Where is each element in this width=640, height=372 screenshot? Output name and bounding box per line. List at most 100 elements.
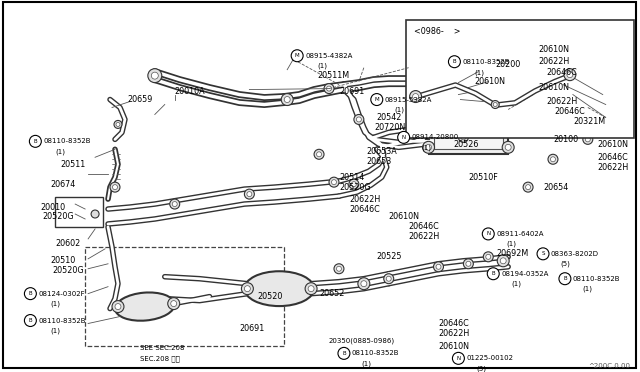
Circle shape — [559, 273, 571, 285]
Circle shape — [436, 264, 441, 269]
Text: (1): (1) — [395, 106, 404, 113]
Circle shape — [314, 149, 324, 159]
Text: 20646C: 20646C — [438, 319, 469, 328]
Text: 20691: 20691 — [339, 87, 364, 96]
Circle shape — [433, 262, 444, 272]
Text: 08915-4382A: 08915-4382A — [305, 53, 353, 59]
Text: N: N — [486, 231, 490, 237]
Circle shape — [356, 117, 362, 122]
Circle shape — [354, 115, 364, 124]
Circle shape — [502, 76, 514, 87]
Text: 20200: 20200 — [495, 60, 520, 70]
Text: S: S — [541, 251, 545, 256]
Text: 20646C: 20646C — [554, 107, 585, 116]
Text: B: B — [452, 59, 456, 64]
Text: B: B — [29, 318, 32, 323]
Circle shape — [371, 94, 383, 106]
Text: (5): (5) — [560, 260, 570, 267]
Circle shape — [422, 76, 435, 87]
Circle shape — [351, 182, 356, 187]
Text: 20100: 20100 — [553, 135, 578, 144]
Circle shape — [386, 276, 391, 281]
Text: 08110-8352B: 08110-8352B — [462, 59, 510, 65]
Circle shape — [247, 192, 252, 196]
Circle shape — [413, 128, 424, 137]
Text: 20622H: 20622H — [408, 232, 440, 241]
Circle shape — [305, 283, 317, 295]
Text: B: B — [563, 276, 567, 281]
Circle shape — [458, 132, 468, 142]
Text: 20691: 20691 — [239, 324, 265, 333]
Ellipse shape — [115, 292, 175, 321]
Text: 08110-8352B: 08110-8352B — [573, 276, 620, 282]
Circle shape — [172, 202, 177, 206]
Text: (1): (1) — [51, 327, 60, 334]
Text: 20646C: 20646C — [598, 153, 628, 162]
Circle shape — [410, 90, 422, 103]
Circle shape — [337, 266, 342, 271]
Text: 20510F: 20510F — [468, 173, 498, 182]
Text: M: M — [374, 97, 379, 102]
Text: 20520: 20520 — [257, 292, 283, 301]
Text: 08363-8202D: 08363-8202D — [551, 251, 599, 257]
Circle shape — [110, 182, 120, 192]
Circle shape — [170, 199, 180, 209]
Text: 20653: 20653 — [367, 157, 392, 166]
Text: 20659: 20659 — [127, 95, 152, 104]
Text: 08915-5382A: 08915-5382A — [385, 97, 432, 103]
Circle shape — [361, 281, 367, 287]
Circle shape — [604, 97, 608, 102]
Circle shape — [112, 301, 124, 312]
Text: 01225-00102: 01225-00102 — [467, 355, 513, 361]
Circle shape — [281, 94, 293, 106]
Circle shape — [537, 248, 549, 260]
Circle shape — [493, 103, 497, 106]
Text: 20652: 20652 — [319, 289, 344, 298]
Circle shape — [326, 86, 332, 91]
Text: B: B — [492, 271, 495, 276]
Circle shape — [148, 69, 162, 83]
Text: 20350(0885-0986): 20350(0885-0986) — [329, 337, 395, 344]
Text: 20622H: 20622H — [598, 163, 629, 172]
Text: 20520G: 20520G — [339, 183, 371, 192]
Text: B: B — [33, 139, 37, 144]
Circle shape — [397, 131, 410, 143]
Circle shape — [523, 182, 533, 192]
Text: 20520G: 20520G — [42, 212, 74, 221]
Circle shape — [452, 352, 465, 364]
Text: (1): (1) — [474, 70, 484, 76]
Text: B: B — [342, 351, 346, 356]
Circle shape — [168, 298, 180, 310]
Text: (1): (1) — [583, 285, 593, 292]
Circle shape — [487, 268, 499, 280]
Circle shape — [115, 304, 121, 310]
Circle shape — [334, 264, 344, 274]
Circle shape — [483, 228, 494, 240]
Text: 08124-0302F: 08124-0302F — [38, 291, 85, 296]
Text: 20542: 20542 — [377, 113, 402, 122]
Text: (1): (1) — [422, 144, 431, 151]
Circle shape — [408, 129, 419, 140]
Text: 20622H: 20622H — [438, 329, 470, 338]
Circle shape — [324, 84, 334, 94]
Circle shape — [463, 259, 474, 269]
Circle shape — [411, 132, 416, 137]
Circle shape — [461, 135, 466, 140]
Text: 20610N: 20610N — [388, 212, 420, 221]
Circle shape — [329, 177, 339, 187]
Circle shape — [413, 94, 419, 100]
Text: 08914-20800: 08914-20800 — [412, 134, 459, 140]
Circle shape — [601, 94, 611, 105]
Text: 20646C: 20646C — [546, 68, 577, 77]
Circle shape — [317, 152, 321, 157]
Text: (1): (1) — [511, 280, 521, 287]
Text: (1): (1) — [506, 241, 516, 247]
Circle shape — [492, 100, 499, 109]
Text: 20321M: 20321M — [573, 117, 605, 126]
Text: 20646C: 20646C — [408, 222, 440, 231]
Text: (1): (1) — [51, 300, 60, 307]
Text: (1): (1) — [55, 148, 65, 154]
Bar — [592, 105, 621, 132]
Circle shape — [24, 288, 36, 299]
Text: 20610N: 20610N — [538, 83, 569, 92]
